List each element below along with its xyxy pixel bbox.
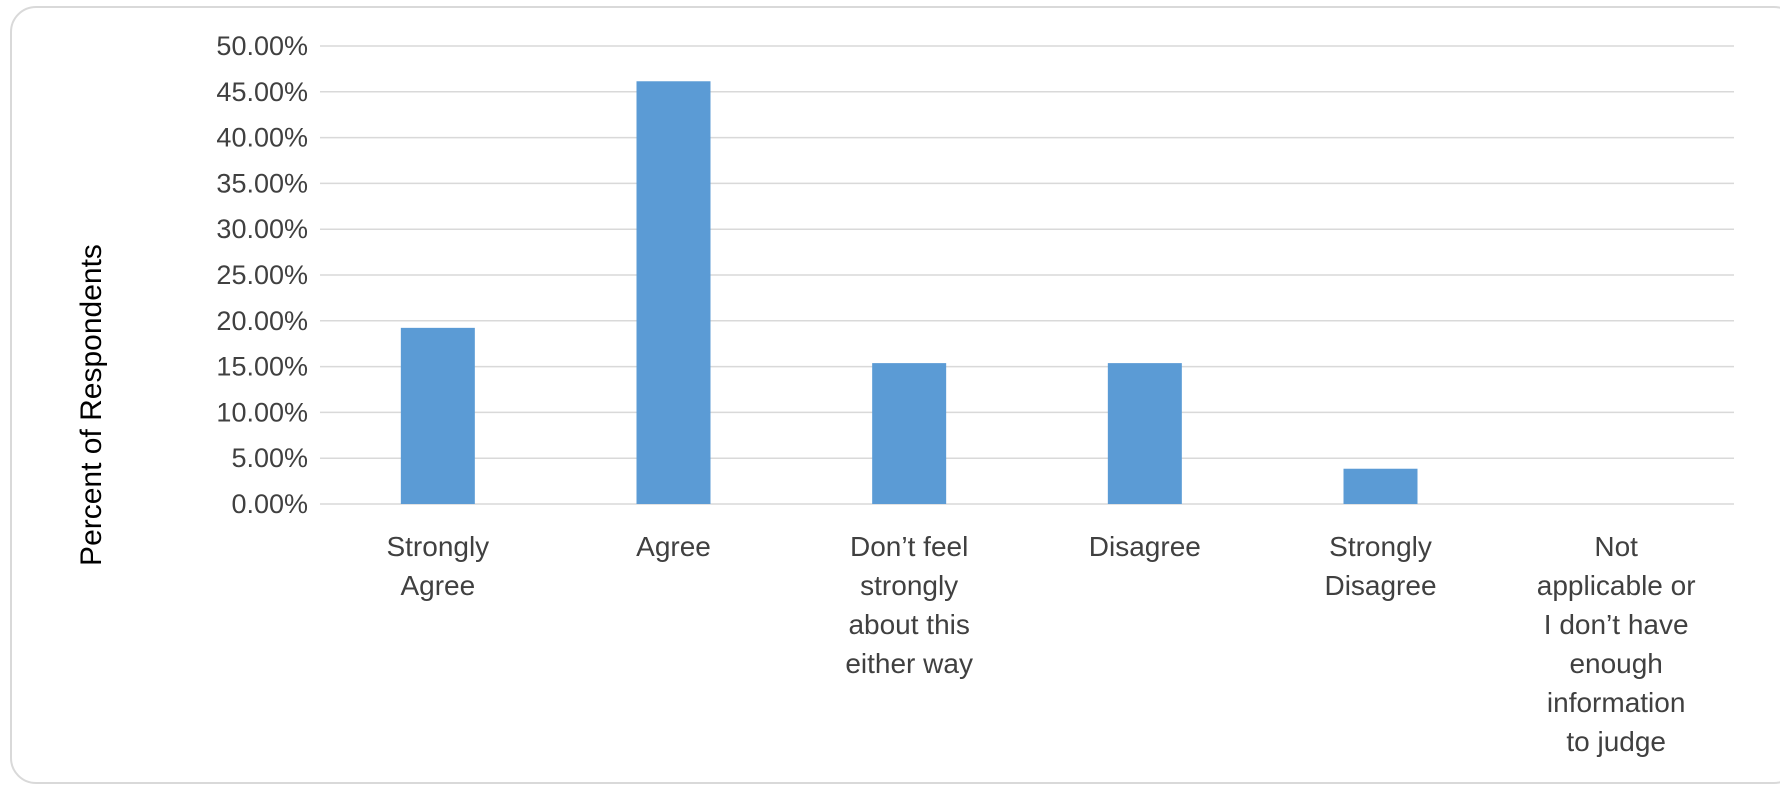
bar — [1343, 468, 1418, 504]
y-tick-label: 10.00% — [216, 397, 308, 427]
bar — [1107, 363, 1182, 504]
y-tick-label: 25.00% — [216, 260, 308, 290]
bars — [400, 81, 1418, 505]
y-tick-label: 0.00% — [231, 489, 308, 519]
x-category-label: Don’t feel strongly about this either way — [845, 531, 973, 679]
bar — [400, 327, 475, 504]
y-tick-label: 35.00% — [216, 168, 308, 198]
x-category-label: Disagree — [1089, 531, 1201, 562]
y-tick-label: 50.00% — [216, 31, 308, 61]
x-category-label: Strongly Agree — [386, 531, 489, 601]
y-tick-label: 30.00% — [216, 214, 308, 244]
bar — [872, 363, 947, 504]
x-category-label: Agree — [636, 531, 711, 562]
y-tick-label: 20.00% — [216, 306, 308, 336]
y-axis-tick-labels: 0.00% 5.00% 10.00% 15.00% 20.00% 25.00% 30.00%… — [216, 31, 308, 519]
x-category-label: Not applicable or I don’t have enough inform… — [1537, 531, 1696, 757]
gridlines — [320, 45, 1734, 505]
y-tick-label: 5.00% — [231, 443, 308, 473]
y-axis-title: Percent of Respondents — [75, 244, 108, 566]
y-tick-label: 40.00% — [216, 123, 308, 153]
bar — [636, 81, 711, 505]
x-axis-category-labels: Strongly Agree Agree Don’t feel strongly abou… — [386, 531, 1695, 757]
y-tick-label: 45.00% — [216, 77, 308, 107]
x-category-label: Strongly Disagree — [1324, 531, 1436, 601]
y-tick-label: 15.00% — [216, 352, 308, 382]
